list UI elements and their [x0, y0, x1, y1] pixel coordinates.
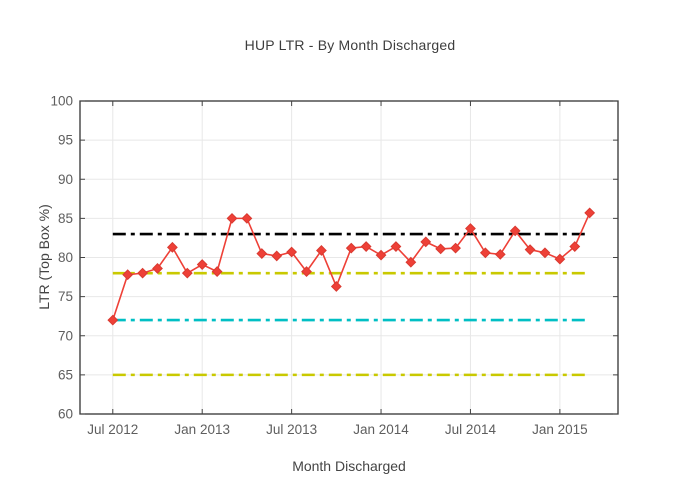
- data-point: [569, 241, 581, 252]
- data-point: [166, 241, 178, 253]
- data-point: [226, 212, 238, 224]
- data-point: [152, 263, 163, 274]
- data-point: [181, 267, 193, 279]
- x-tick-label: Jul 2012: [87, 422, 138, 437]
- y-tick-label: 80: [58, 250, 73, 265]
- data-point: [554, 253, 566, 265]
- data-point: [479, 247, 491, 259]
- data-point: [316, 245, 327, 256]
- y-tick-label: 65: [58, 367, 73, 382]
- data-point: [286, 246, 298, 258]
- data-point: [405, 256, 417, 268]
- y-tick-label: 75: [58, 289, 73, 304]
- data-point: [301, 266, 312, 277]
- data-point: [375, 249, 387, 261]
- data-point: [360, 241, 372, 252]
- x-tick-label: Jan 2014: [353, 422, 409, 437]
- data-point: [271, 250, 283, 262]
- data-point: [465, 223, 476, 234]
- data-point: [137, 267, 149, 279]
- chart-title: HUP LTR - By Month Discharged: [244, 37, 456, 53]
- y-tick-label: 100: [50, 94, 73, 109]
- x-tick-label: Jan 2015: [532, 422, 588, 437]
- x-axis-title: Month Discharged: [292, 458, 406, 474]
- data-point: [122, 269, 134, 281]
- data-point: [450, 242, 461, 254]
- x-tick-label: Jan 2013: [174, 422, 230, 437]
- data-point: [107, 314, 119, 326]
- data-point: [494, 248, 506, 260]
- data-point: [196, 259, 208, 270]
- y-tick-label: 70: [58, 328, 73, 343]
- y-tick-label: 60: [58, 407, 73, 422]
- data-point: [241, 212, 253, 224]
- data-point: [509, 225, 521, 237]
- data-point: [330, 281, 342, 292]
- y-tick-label: 85: [58, 211, 73, 226]
- data-point: [584, 207, 596, 219]
- data-point: [256, 248, 268, 259]
- data-point: [539, 247, 551, 259]
- y-tick-label: 90: [58, 172, 73, 187]
- data-point: [345, 242, 357, 254]
- data-point: [211, 266, 223, 277]
- data-point: [524, 244, 536, 256]
- x-tick-label: Jul 2013: [266, 422, 317, 437]
- y-axis-title-text: LTR (Top Box %): [36, 204, 52, 310]
- data-point: [435, 243, 447, 255]
- x-tick-label: Jul 2014: [445, 422, 497, 437]
- y-tick-label: 95: [58, 133, 73, 148]
- data-point: [390, 241, 402, 252]
- data-point: [420, 236, 432, 248]
